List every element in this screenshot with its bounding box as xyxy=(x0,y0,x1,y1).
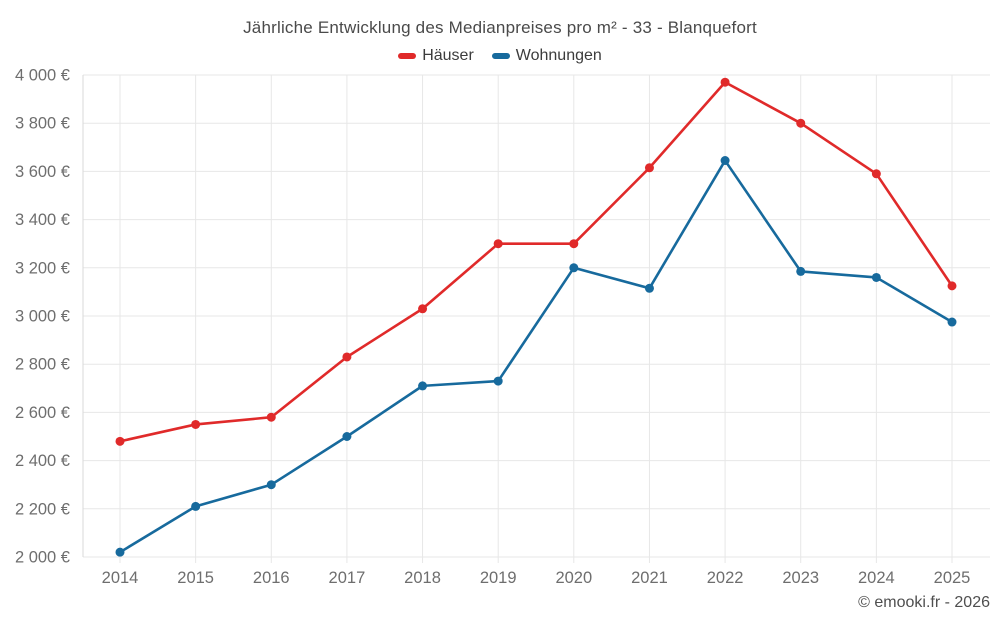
data-point-wohnungen-2014 xyxy=(115,547,125,557)
hauser-legend-label: Häuser xyxy=(422,47,474,64)
y-axis-tick-label: 2 800 € xyxy=(15,356,70,374)
data-point-wohnungen-2021 xyxy=(644,283,654,293)
data-point-huser-2025 xyxy=(947,281,957,291)
data-point-huser-2015 xyxy=(191,419,201,429)
data-point-wohnungen-2016 xyxy=(266,480,276,490)
hauser-series-swatch-icon xyxy=(398,53,417,59)
x-axis-tick-label: 2025 xyxy=(934,569,971,587)
x-axis-tick-label: 2018 xyxy=(404,569,441,587)
data-point-huser-2014 xyxy=(115,436,125,446)
data-point-huser-2021 xyxy=(644,163,654,173)
y-axis-tick-label: 3 800 € xyxy=(15,115,70,133)
y-axis-tick-label: 4 000 € xyxy=(15,67,70,85)
data-point-wohnungen-2020 xyxy=(569,263,579,273)
data-point-wohnungen-2025 xyxy=(947,317,957,327)
legend-item-hauser[interactable]: Häuser xyxy=(398,47,474,65)
data-point-huser-2022 xyxy=(720,77,730,87)
x-axis-tick-label: 2014 xyxy=(102,569,139,587)
data-point-huser-2020 xyxy=(569,239,579,249)
x-axis-tick-label: 2022 xyxy=(707,569,744,587)
data-point-wohnungen-2024 xyxy=(871,272,881,282)
data-point-wohnungen-2023 xyxy=(796,266,806,276)
y-axis-tick-label: 2 400 € xyxy=(15,452,70,470)
x-axis-tick-label: 2017 xyxy=(329,569,366,587)
data-point-huser-2017 xyxy=(342,352,352,362)
copyright-footer: © emooki.fr - 2026 xyxy=(858,594,990,611)
series-line-huser xyxy=(118,80,954,443)
legend-item-wohnungen[interactable]: Wohnungen xyxy=(491,47,602,65)
x-axis-tick-label: 2024 xyxy=(858,569,895,587)
data-point-wohnungen-2018 xyxy=(418,381,428,391)
data-point-huser-2018 xyxy=(418,304,428,314)
wohnungen-series-swatch-icon xyxy=(491,53,510,59)
data-point-wohnungen-2017 xyxy=(342,432,352,441)
y-axis-tick-label: 2 000 € xyxy=(15,549,70,567)
y-axis-tick-label: 3 000 € xyxy=(15,308,70,326)
wohnungen-legend-label: Wohnungen xyxy=(515,47,602,64)
data-point-huser-2016 xyxy=(266,412,276,422)
x-axis-tick-label: 2021 xyxy=(631,569,668,587)
y-axis-tick-label: 3 600 € xyxy=(15,163,70,181)
data-point-huser-2023 xyxy=(796,118,806,128)
x-axis-tick-label: 2015 xyxy=(177,569,214,587)
x-axis-tick-label: 2023 xyxy=(782,569,819,587)
data-point-wohnungen-2015 xyxy=(191,501,201,511)
chart-title: Jährliche Entwicklung des Medianpreises … xyxy=(243,18,757,37)
data-point-huser-2019 xyxy=(493,239,503,249)
data-point-wohnungen-2022 xyxy=(720,156,730,166)
y-axis-tick-label: 2 200 € xyxy=(15,500,70,518)
series-line-wohnungen xyxy=(118,159,954,554)
y-axis-tick-label: 3 200 € xyxy=(15,259,70,277)
data-point-huser-2024 xyxy=(871,169,881,179)
x-axis-tick-label: 2019 xyxy=(480,569,517,587)
x-axis-tick-label: 2016 xyxy=(253,569,290,587)
y-axis-tick-label: 3 400 € xyxy=(15,211,70,229)
y-axis-tick-label: 2 600 € xyxy=(15,404,70,422)
x-axis-tick-label: 2020 xyxy=(555,569,592,587)
data-point-wohnungen-2019 xyxy=(493,376,503,386)
chart-legend: Häuser Wohnungen xyxy=(0,47,1000,65)
